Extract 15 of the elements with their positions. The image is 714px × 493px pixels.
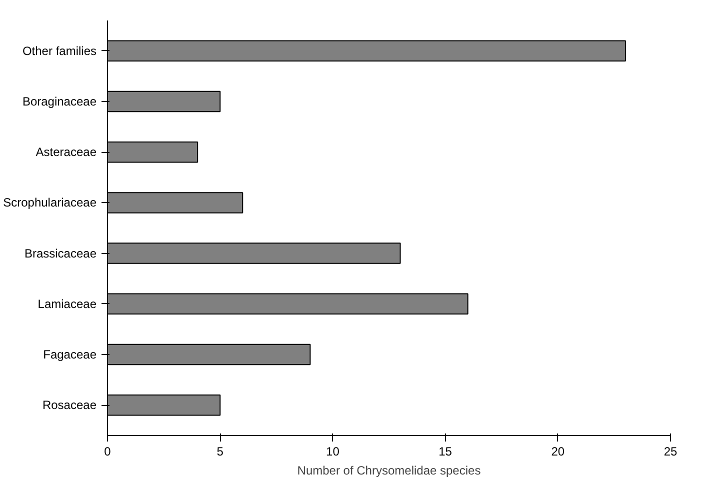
x-tick-label: 25 bbox=[664, 444, 678, 458]
y-tick-label: Lamiaceae bbox=[38, 296, 97, 311]
y-tick-label: Scrophulariaceae bbox=[3, 196, 97, 210]
x-tick-label: 10 bbox=[326, 444, 340, 458]
y-tick-label: Boraginaceae bbox=[22, 94, 97, 108]
x-tick-label: 0 bbox=[104, 444, 112, 458]
y-tick-label: Asteraceae bbox=[36, 145, 97, 160]
y-tick-label: Fagaceae bbox=[43, 348, 97, 362]
y-tick-label: Rosaceae bbox=[42, 398, 97, 412]
y-tick-label: Brassicaceae bbox=[24, 246, 97, 260]
x-axis-title: Number of Chrysomelidae species bbox=[297, 464, 481, 478]
x-tick-label: 20 bbox=[551, 444, 565, 458]
y-tick-label: Other families bbox=[22, 44, 97, 58]
x-tick-label: 5 bbox=[216, 444, 224, 458]
x-tick-label: 15 bbox=[438, 444, 452, 458]
